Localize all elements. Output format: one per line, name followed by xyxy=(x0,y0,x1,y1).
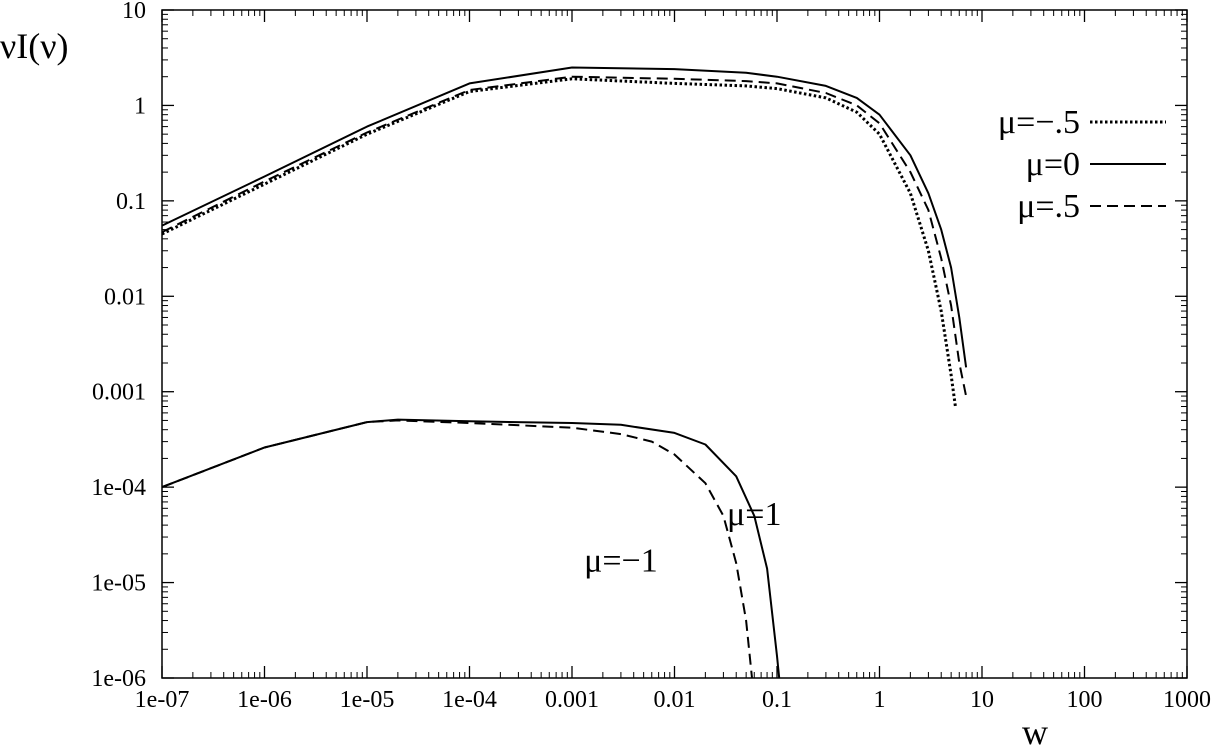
legend-label: μ=0 xyxy=(1026,146,1080,183)
ticks-group: 1e-07 1e-06 1e-05 1e-04 0.001 0.01 0.1 1 10 100 10… xyxy=(91,0,1211,713)
y-tick-label: 10 xyxy=(122,0,146,24)
y-tick-label: 0.01 xyxy=(104,284,146,310)
y-tick-label: 1e-05 xyxy=(91,571,146,597)
x-tick-label: 100 xyxy=(1067,687,1103,713)
x-tick-label: 1000 xyxy=(1163,687,1211,713)
y-tick-label: 1 xyxy=(134,93,146,119)
legend-label: μ=.5 xyxy=(1017,188,1080,225)
x-tick-label: 0.01 xyxy=(654,687,696,713)
legend-group: μ=−.5 μ=0 μ=.5 xyxy=(998,104,1166,225)
legend-label: μ=−.5 xyxy=(998,104,1080,141)
series-line-dashed-4 xyxy=(161,419,753,679)
x-tick-label: 1e-07 xyxy=(135,687,190,713)
curve-annotation: μ=1 xyxy=(727,496,781,533)
series-group xyxy=(161,66,968,679)
x-tick-label: 0.1 xyxy=(762,687,792,713)
y-tick-label: 0.1 xyxy=(116,189,146,215)
y-axis-title: νI(ν) xyxy=(0,26,69,66)
x-tick-label: 1 xyxy=(874,687,886,713)
y-tick-label: 0.001 xyxy=(92,380,146,406)
x-tick-label: 1e-04 xyxy=(442,687,497,713)
x-tick-label: 10 xyxy=(970,687,994,713)
x-tick-label: 1e-06 xyxy=(237,687,292,713)
series-line-solid-2 xyxy=(161,66,968,368)
x-tick-label: 0.001 xyxy=(545,687,599,713)
x-tick-label: 1e-05 xyxy=(340,687,395,713)
y-tick-label: 1e-04 xyxy=(91,475,146,501)
series-line-dotted-1 xyxy=(161,77,957,407)
series-line-dashed-3 xyxy=(161,75,968,397)
y-tick-label: 1e-06 xyxy=(91,666,146,692)
series-line-solid-5 xyxy=(161,418,781,679)
x-axis-title: w xyxy=(1022,712,1048,748)
curve-annotation: μ=−1 xyxy=(584,543,658,580)
annotations-group: μ=−1 μ=1 xyxy=(584,496,781,580)
